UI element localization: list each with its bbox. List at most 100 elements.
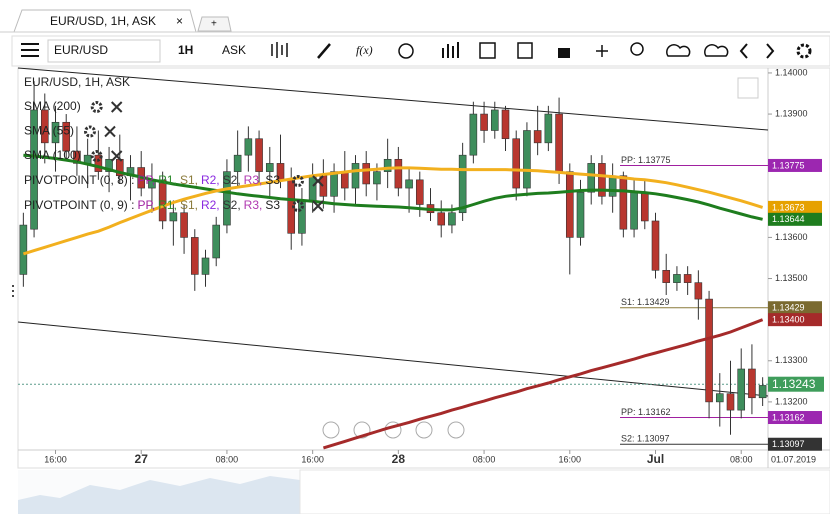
settings-icon[interactable] <box>84 125 97 138</box>
remove-icon[interactable] <box>312 200 324 212</box>
settings-icon[interactable] <box>90 101 103 113</box>
candle-body <box>330 171 338 197</box>
indicators-button[interactable]: f(x) <box>356 43 373 57</box>
price-badge <box>768 200 822 214</box>
y-tick-label: 1.13200 <box>775 396 808 406</box>
candle-body <box>555 113 563 172</box>
timeframe-button[interactable]: 1H <box>178 43 193 57</box>
x-tick-label: 16:00 <box>559 454 582 464</box>
candle-body <box>105 158 113 172</box>
info-button[interactable] <box>398 43 414 59</box>
candle-body <box>362 163 371 185</box>
candle-body <box>490 109 499 131</box>
pivot-item: S1, <box>180 198 198 212</box>
settings-icon[interactable] <box>292 175 304 187</box>
pivot-item: R1, <box>158 198 177 212</box>
sma-line <box>322 318 764 450</box>
candle-body <box>62 121 71 152</box>
remove-icon[interactable] <box>312 175 324 187</box>
price-type-button[interactable]: ASK <box>222 43 246 57</box>
candle-body <box>255 138 263 172</box>
candle-body <box>169 212 178 222</box>
menu-button[interactable] <box>21 43 39 57</box>
candle-body <box>469 113 478 156</box>
pivot-item: R2, <box>201 198 220 212</box>
pivot-item: S1, <box>180 173 198 187</box>
symbol-input[interactable] <box>47 39 161 63</box>
navigator-window[interactable] <box>299 469 830 514</box>
chart-type-button[interactable] <box>271 42 288 58</box>
candle-body <box>512 138 521 189</box>
price-badge-label: 1.13644 <box>772 214 805 224</box>
tab-close[interactable]: × <box>176 14 183 28</box>
candle-body <box>630 191 638 230</box>
zoom-button[interactable] <box>630 42 644 56</box>
price-badge <box>768 301 822 315</box>
x-tick-label: 16:00 <box>301 454 324 464</box>
remove-icon[interactable] <box>110 150 123 162</box>
candle-body <box>19 224 28 275</box>
legend-entry: PIVOTPOINT (0, 9) : PP, R1, S1, R2, S2, R3, S3 <box>24 198 280 212</box>
settings-icon[interactable] <box>292 200 304 212</box>
news-button[interactable] <box>517 42 533 59</box>
candle-body <box>705 298 713 403</box>
side-handle[interactable] <box>12 285 14 297</box>
candle-body <box>73 150 81 164</box>
new-tab[interactable] <box>197 16 232 32</box>
upload-button[interactable] <box>666 44 691 57</box>
y-tick-label: 1.13900 <box>775 108 808 118</box>
price-badge-label: 1.13775 <box>772 160 805 170</box>
candle-body <box>576 191 585 238</box>
x-tick-label: Jul <box>647 452 664 466</box>
pivot-item: R2, <box>201 173 220 187</box>
calendar-button[interactable] <box>479 42 496 59</box>
candle-body <box>40 109 49 144</box>
pivot-item: R3, <box>244 173 263 187</box>
remove-icon[interactable] <box>104 125 116 138</box>
x-tick-label: 27 <box>135 452 149 466</box>
candle-body <box>30 109 38 230</box>
candle-body <box>544 113 553 144</box>
candle-body <box>598 163 606 197</box>
y-tick-label: 1.13300 <box>775 355 808 365</box>
sma-line <box>23 153 763 221</box>
y-tick-label: 1.13500 <box>775 273 808 283</box>
candle-body <box>480 113 488 131</box>
chart-frame <box>17 67 830 469</box>
candle-body <box>694 282 703 300</box>
candle-body <box>662 270 671 283</box>
sma-line <box>22 166 764 256</box>
remove-icon[interactable] <box>110 101 123 113</box>
popout-button[interactable] <box>737 77 759 99</box>
x-tick-label: 08:00 <box>216 454 239 464</box>
lock-button[interactable] <box>558 48 570 58</box>
back-button[interactable] <box>739 43 748 59</box>
candle-body <box>351 163 360 189</box>
draw-button[interactable] <box>317 43 331 59</box>
y-tick-label: 1.13600 <box>775 232 808 242</box>
pivot-item: S2, <box>223 173 241 187</box>
settings-button[interactable] <box>796 43 812 59</box>
last-price-badge <box>768 376 824 392</box>
y-tick-label: 1.14000 <box>775 67 808 77</box>
candle-body <box>619 175 628 230</box>
crosshair-button[interactable] <box>596 45 608 57</box>
price-badge <box>768 212 822 226</box>
settings-icon[interactable] <box>90 150 103 162</box>
x-tick-label: 16:00 <box>44 454 67 464</box>
candle-body <box>587 163 596 193</box>
price-badge <box>768 158 822 172</box>
forward-button[interactable] <box>766 43 775 59</box>
candle-body <box>298 200 306 234</box>
pivot-item: PP, <box>137 198 155 212</box>
price-badge-label: 1.13429 <box>772 303 805 313</box>
new-tab-label[interactable]: + <box>211 19 217 30</box>
pivot-label: S1: 1.13429 <box>621 297 670 307</box>
candle-body <box>94 154 103 172</box>
volume-button[interactable] <box>442 42 459 58</box>
x-tick-label: 08:00 <box>730 454 753 464</box>
candle-body <box>51 121 60 144</box>
download-button[interactable] <box>704 44 729 57</box>
candle-body <box>437 212 446 226</box>
